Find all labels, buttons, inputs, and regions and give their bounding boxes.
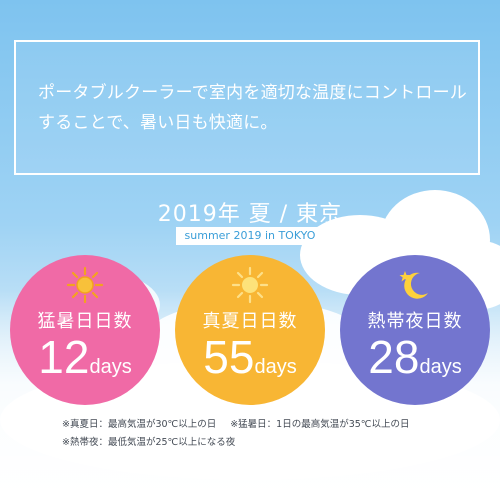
moon-star-icon	[399, 271, 428, 299]
stat-label: 猛暑日日数	[37, 311, 133, 332]
footnote-manatsu: ※真夏日：最高気温が30℃以上の日	[62, 419, 217, 430]
footnote-line: ※熱帯夜：最低気温が25℃以上になる夜	[62, 434, 409, 452]
stat-circle-manatsu: 真夏日日数 55days	[175, 255, 325, 405]
message-line-2: することで、暑い日も快適に。	[38, 112, 278, 133]
stat-number: 12	[38, 331, 90, 383]
stat-unit: days	[254, 356, 297, 378]
sun-icon	[231, 266, 269, 304]
stat-label: 熱帯夜日数	[367, 311, 463, 332]
message-box: ポータブルクーラーで室内を適切な温度にコントロール することで、暑い日も快適に。	[14, 40, 480, 175]
sun-icon	[66, 266, 104, 304]
footnote-line: ※真夏日：最高気温が30℃以上の日 ※猛暑日：1日の最高気温が35℃以上の日	[62, 416, 409, 434]
footnotes: ※真夏日：最高気温が30℃以上の日 ※猛暑日：1日の最高気温が35℃以上の日 ※熱…	[62, 416, 409, 452]
stat-label: 真夏日日数	[202, 311, 298, 332]
subheading-badge: summer 2019 in TOKYO	[176, 227, 324, 245]
stat-unit: days	[419, 356, 462, 378]
footnote-mosho: ※猛暑日：1日の最高気温が35℃以上の日	[230, 419, 410, 430]
stat-number: 28	[368, 331, 420, 383]
message-line-1: ポータブルクーラーで室内を適切な温度にコントロール	[38, 82, 467, 103]
stat-value: 55days	[175, 329, 325, 385]
stat-number: 55	[203, 331, 255, 383]
stat-circle-mosho: 猛暑日日数 12days	[10, 255, 160, 405]
page-heading: 2019年 夏 / 東京	[157, 202, 343, 227]
footnote-nettaiya: ※熱帯夜：最低気温が25℃以上になる夜	[62, 437, 236, 448]
stat-circle-nettaiya: 熱帯夜日数 28days	[340, 255, 490, 405]
stat-value: 28days	[340, 329, 490, 385]
stat-unit: days	[89, 356, 132, 378]
stat-value: 12days	[10, 329, 160, 385]
